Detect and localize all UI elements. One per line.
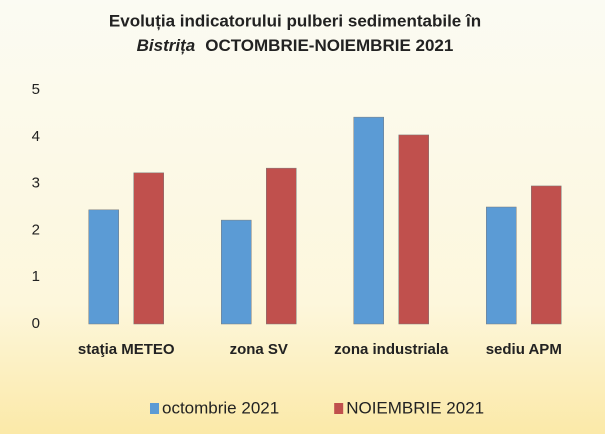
title-period: OCTOMBRIE-NOIEMBRIE 2021 [205,36,453,55]
y-tick-label: 3 [32,175,40,192]
chart-title: Evoluția indicatorului pulberi sedimenta… [109,11,481,30]
bar [398,134,429,325]
bar [133,172,164,325]
legend-label: octombrie 2021 [162,398,279,417]
y-tick-label: 0 [32,315,40,332]
y-tick-label: 4 [32,128,40,145]
y-tick-label: 2 [32,221,40,238]
bar [266,167,297,325]
y-tick-label: 1 [32,268,40,285]
legend-swatch [334,403,344,414]
legend-label: NOIEMBRIE 2021 [346,398,484,417]
bar [486,206,517,325]
legend-swatch [150,403,159,414]
chart-title: Bistrița OCTOMBRIE-NOIEMBRIE 2021 [137,36,454,55]
y-tick-label: 5 [32,81,40,98]
bar [531,185,562,325]
bar [353,116,384,325]
title-place: Bistrița [137,36,196,55]
bar [221,219,252,325]
x-tick-label: zona SV [230,341,288,358]
bar [88,209,119,325]
x-tick-label: staţia METEO [78,341,175,358]
x-tick-label: zona industriala [334,341,449,358]
x-tick-label: sediu APM [486,341,562,358]
